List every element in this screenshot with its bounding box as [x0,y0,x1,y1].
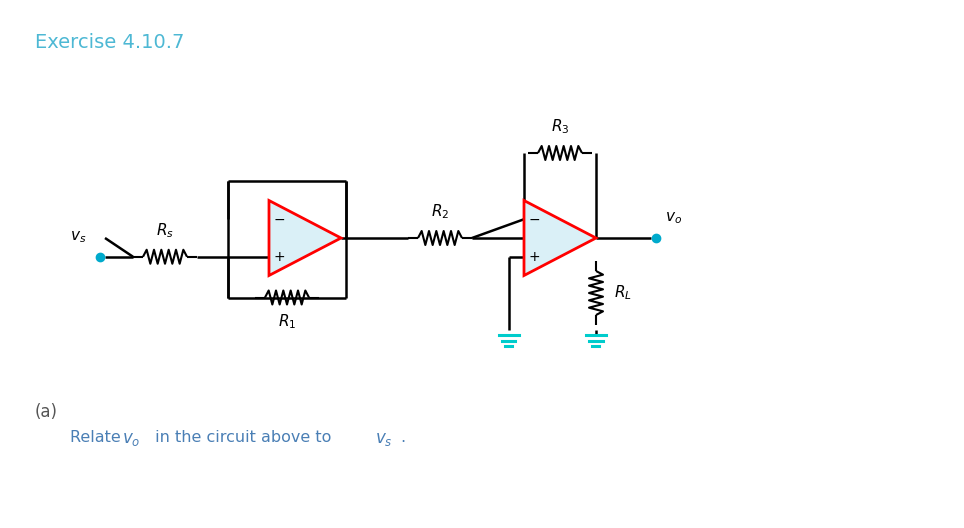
Text: $v_o$: $v_o$ [665,210,683,226]
Text: $R_L$: $R_L$ [614,284,631,303]
Text: $+$: $+$ [273,250,285,264]
Text: Exercise 4.10.7: Exercise 4.10.7 [35,33,184,52]
Polygon shape [524,201,596,276]
Text: in the circuit above to: in the circuit above to [150,430,336,445]
Text: $v_s$: $v_s$ [375,430,392,448]
Text: .: . [400,430,405,445]
Text: $v_s$: $v_s$ [69,229,86,245]
Text: $+$: $+$ [528,250,540,264]
Text: $-$: $-$ [528,212,540,227]
Text: $R_s$: $R_s$ [156,221,174,240]
Text: $-$: $-$ [273,212,285,227]
Polygon shape [269,201,341,276]
Text: $v_o$: $v_o$ [122,430,141,448]
Text: $R_1$: $R_1$ [278,313,296,331]
Text: Relate: Relate [70,430,126,445]
Text: $R_2$: $R_2$ [431,202,449,221]
Text: $R_3$: $R_3$ [550,117,569,136]
Text: (a): (a) [35,403,58,421]
